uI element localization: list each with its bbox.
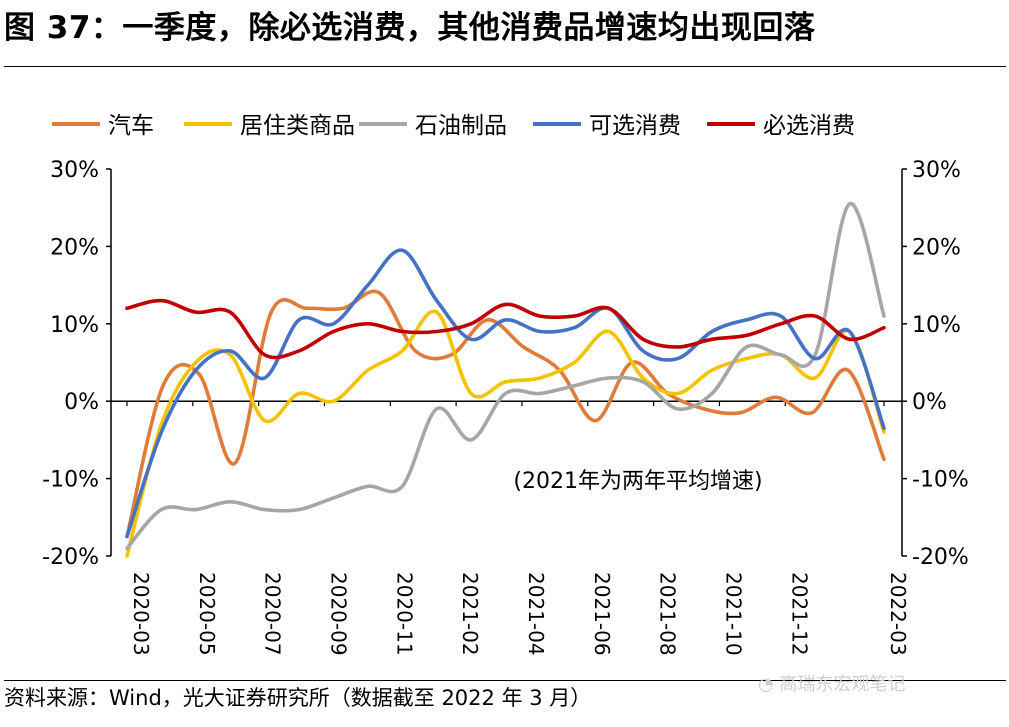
y-tick-label-left: 0% [64, 390, 99, 415]
x-tick-label: 2021-02 [458, 572, 482, 656]
y-tick-label-left: 30% [50, 158, 99, 183]
y-tick-label-right: 10% [912, 313, 961, 338]
x-tick-label: 2021-06 [590, 572, 614, 656]
series-line-1 [125, 309, 886, 558]
chart-annotation: (2021年为两年平均增速) [513, 469, 762, 494]
wechat-icon: ◔ [758, 674, 774, 695]
top-rule [4, 66, 1006, 67]
legend-label-4: 必选消费 [763, 113, 855, 139]
x-tick-label: 2020-03 [129, 572, 153, 656]
x-tick-label: 2020-07 [261, 572, 285, 656]
figure-title-text: 图 37：一季度，除必选消费，其他消费品增速均出现回落 [4, 10, 816, 46]
chart-legend: 汽车 居住类商品 石油制品 可选消费 必选消费 [52, 113, 855, 139]
source-note: 资料来源：Wind，光大证券研究所（数据截至 2022 年 3 月） [4, 686, 592, 710]
chart-series-group [125, 201, 886, 558]
series-line-0 [125, 289, 886, 539]
legend-label-0: 汽车 [108, 113, 154, 139]
y-tick-label-left: 10% [50, 313, 99, 338]
y-tick-label-right: -10% [912, 468, 969, 493]
x-tick-label: 2021-04 [524, 572, 548, 656]
series-line-3 [125, 248, 886, 539]
series-line-2 [125, 201, 886, 551]
x-tick-label: 2020-05 [195, 572, 219, 656]
y-tick-label-right: 20% [912, 235, 961, 260]
watermark: ◔ 高瑞东宏观笔记 [758, 670, 905, 696]
x-tick-label: 2022-03 [886, 572, 910, 656]
legend-label-3: 可选消费 [589, 113, 681, 139]
figure-title: 图 37：一季度，除必选消费，其他消费品增速均出现回落 [4, 2, 815, 47]
legend-label-1: 居住类商品 [240, 113, 355, 139]
y-tick-label-right: -20% [912, 545, 969, 570]
x-tick-label: 2021-10 [721, 572, 745, 656]
legend-label-2: 石油制品 [415, 113, 507, 139]
chart-axes: 30%20%10%0%-10%-20%30%20%10%0%-10%-20%20… [42, 158, 969, 656]
y-tick-label-right: 0% [912, 390, 947, 415]
x-tick-label: 2021-08 [656, 572, 680, 656]
series-line-4 [125, 298, 886, 360]
y-tick-label-left: -10% [42, 468, 99, 493]
x-tick-label: 2020-11 [392, 572, 416, 656]
x-tick-label: 2021-12 [787, 572, 811, 656]
watermark-text: 高瑞东宏观笔记 [779, 674, 906, 695]
x-tick-label: 2020-09 [326, 572, 350, 656]
y-tick-label-left: 20% [50, 235, 99, 260]
bottom-rule [4, 680, 1006, 681]
y-tick-label-left: -20% [42, 545, 99, 570]
y-tick-label-right: 30% [912, 158, 961, 183]
